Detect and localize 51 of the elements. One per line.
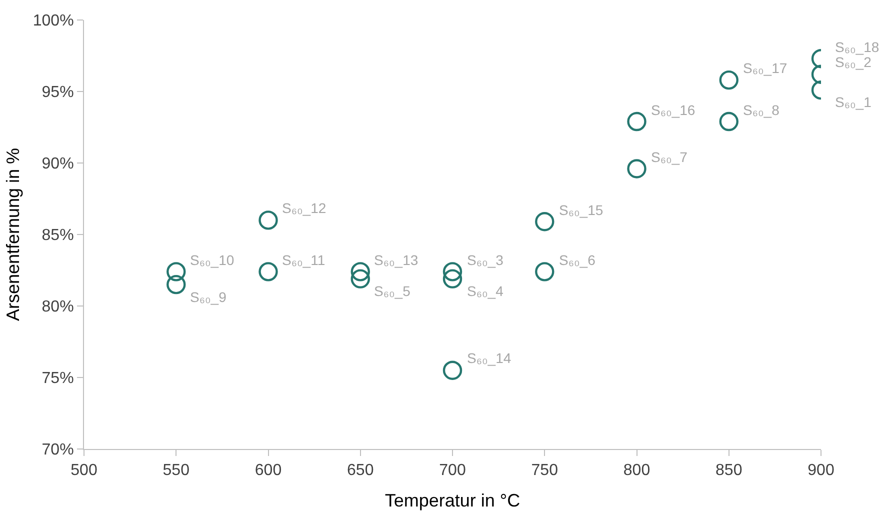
x-tick-label: 500 [70, 462, 98, 480]
annotation: S₆₀_17 [743, 60, 788, 76]
annotation: S₆₀_15 [559, 202, 604, 218]
annotation: S₆₀_14 [467, 350, 512, 366]
point [166, 262, 186, 282]
x-tick-label: 600 [254, 462, 282, 480]
point [627, 112, 646, 132]
annotation: S₆₀_7 [651, 149, 688, 165]
annotation: S₆₀_5 [374, 283, 411, 299]
y-tick-label: 70% [42, 442, 74, 459]
annotation: S₆₀_12 [282, 200, 326, 216]
point [258, 262, 278, 282]
annotation: S₆₀_3 [467, 252, 504, 268]
point [166, 274, 186, 294]
x-tick-label: 900 [808, 462, 834, 480]
x-tick-label: 800 [623, 462, 650, 480]
x-axis-title: Temperatur in °C [384, 490, 520, 510]
point [442, 262, 462, 282]
y-tick-label: 80% [42, 298, 74, 316]
annotation: S₆₀_6 [559, 252, 596, 268]
annotation: S₆₀_13 [374, 252, 418, 268]
annotation: S₆₀_8 [743, 102, 780, 118]
y-tick-label: 100% [32, 12, 74, 30]
point [442, 269, 462, 288]
point [350, 269, 370, 288]
annotation: S₆₀_18 [835, 39, 880, 55]
x-tick-label: 550 [162, 462, 190, 480]
annotation: S₆₀_9 [190, 289, 227, 305]
point [719, 70, 738, 90]
x-tick-label: 750 [531, 462, 558, 480]
point [719, 112, 738, 132]
point [535, 212, 554, 232]
y-tick-label: 90% [42, 156, 74, 173]
x-tick-label: 700 [439, 462, 466, 480]
annotation: S₆₀_16 [651, 102, 696, 118]
point [627, 159, 646, 178]
point [535, 262, 554, 282]
annotation: S₆₀_2 [835, 54, 872, 70]
x-tick-label: 650 [347, 462, 374, 480]
y-axis-title: Arsenentfernung in % [3, 148, 24, 322]
point [442, 360, 462, 380]
annotation: S₆₀_11 [282, 252, 326, 268]
y-tick-label: 95% [42, 84, 74, 102]
annotation: S₆₀_1 [835, 94, 872, 110]
x-tick-label: 850 [716, 462, 742, 480]
point [350, 262, 370, 282]
y-tick-label: 75% [42, 370, 74, 388]
y-tick-label: 85% [42, 227, 74, 244]
point [258, 210, 278, 230]
annotation: S₆₀_4 [467, 283, 504, 299]
annotation: S₆₀_10 [190, 252, 234, 268]
